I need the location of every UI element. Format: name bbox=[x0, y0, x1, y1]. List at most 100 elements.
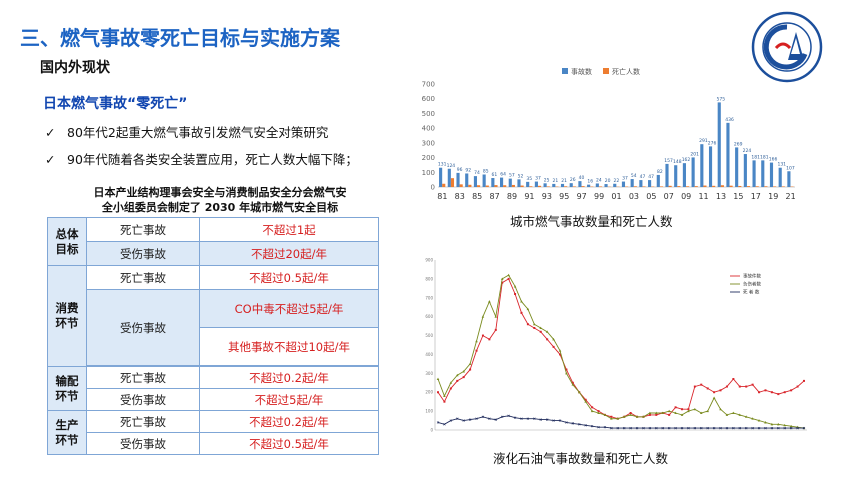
data-point bbox=[725, 385, 728, 388]
data-point bbox=[764, 389, 767, 392]
data-point bbox=[475, 349, 478, 352]
data-point bbox=[526, 417, 530, 420]
data-label: 57 bbox=[509, 173, 515, 179]
data-point bbox=[468, 418, 472, 421]
x-tick-label: 87 bbox=[490, 192, 500, 201]
data-label: 47 bbox=[640, 174, 646, 180]
data-point bbox=[546, 338, 549, 341]
data-point bbox=[770, 426, 774, 430]
data-point bbox=[533, 327, 536, 329]
bar-accidents bbox=[473, 176, 478, 187]
data-label: 166 bbox=[769, 157, 778, 163]
bar-deaths bbox=[529, 186, 533, 187]
x-tick-label: 11 bbox=[698, 192, 708, 201]
data-point bbox=[507, 414, 510, 418]
data-point bbox=[481, 334, 484, 337]
data-label: 64 bbox=[500, 172, 506, 178]
data-label: 22 bbox=[613, 178, 619, 184]
data-point bbox=[481, 315, 485, 318]
data-point bbox=[719, 389, 722, 392]
page-title: 三、燃气事故零死亡目标与实施方案 bbox=[20, 26, 340, 50]
data-point bbox=[744, 426, 748, 430]
y-tick-label: 800 bbox=[425, 276, 433, 281]
data-label: 21 bbox=[553, 178, 559, 184]
table-row: 其他事故不超过10起/年 bbox=[48, 327, 379, 366]
data-point bbox=[719, 426, 722, 430]
y-tick-label: 700 bbox=[422, 81, 435, 89]
bar-accidents bbox=[665, 163, 669, 187]
data-point bbox=[584, 398, 587, 401]
bar-deaths bbox=[746, 186, 751, 187]
bar-deaths bbox=[450, 178, 455, 187]
y-tick-label: 200 bbox=[422, 154, 435, 162]
data-point bbox=[526, 323, 529, 326]
data-point bbox=[777, 422, 780, 426]
bar-accidents bbox=[726, 122, 730, 187]
table-row: 受伤事故 不超过0.5起/年 bbox=[48, 432, 379, 455]
data-point bbox=[449, 419, 453, 422]
data-point bbox=[552, 337, 555, 341]
bar-deaths bbox=[685, 186, 690, 187]
x-tick-label: 05 bbox=[646, 192, 656, 201]
type-cell: 受伤事故 bbox=[86, 388, 200, 411]
limit-cell: 不超过20起/年 bbox=[199, 241, 379, 266]
chart-caption: 城市燃气事故数量和死亡人数 bbox=[510, 214, 673, 229]
data-point bbox=[462, 419, 465, 422]
bar-deaths bbox=[468, 184, 472, 187]
data-point bbox=[680, 426, 684, 430]
category-cell: 消费环节 bbox=[47, 265, 87, 367]
data-point bbox=[642, 415, 645, 418]
section-heading: 日本燃气事故“零死亡” bbox=[43, 96, 188, 112]
data-point bbox=[764, 426, 767, 430]
table-caption-line: 日本产业结构理事会安全与消费制品安全分会燃气安 bbox=[93, 186, 347, 199]
data-point bbox=[443, 400, 446, 403]
data-point bbox=[468, 362, 472, 365]
data-point bbox=[744, 415, 748, 418]
data-point bbox=[667, 426, 671, 430]
data-point bbox=[629, 413, 632, 416]
bar-deaths bbox=[572, 186, 576, 187]
data-point bbox=[732, 378, 735, 380]
bar-deaths bbox=[520, 185, 524, 187]
data-label: 61 bbox=[492, 172, 498, 178]
data-point bbox=[751, 426, 754, 430]
limit-cell: 不超过0.2起/年 bbox=[199, 410, 379, 433]
data-point bbox=[597, 411, 600, 414]
bar-deaths bbox=[537, 185, 542, 187]
series-line bbox=[437, 278, 805, 420]
bar-deaths bbox=[729, 185, 733, 187]
bar-deaths bbox=[703, 185, 707, 187]
data-label: 224 bbox=[743, 148, 752, 154]
x-tick-label: 17 bbox=[751, 192, 761, 201]
x-tick-label: 07 bbox=[664, 192, 674, 201]
data-point bbox=[539, 326, 543, 329]
data-point bbox=[456, 379, 459, 382]
checkmark-icon: ✓ bbox=[45, 152, 56, 167]
x-tick-label: 93 bbox=[542, 192, 552, 201]
data-point bbox=[648, 413, 651, 416]
data-point bbox=[533, 322, 536, 326]
bullet-item: ✓ 90年代随着各类安全装置应用，死亡人数大幅下降； bbox=[45, 149, 358, 168]
data-point bbox=[738, 385, 741, 388]
bullet-text: 80年代2起重大燃气事故引发燃气安全对策研究 bbox=[67, 125, 329, 140]
data-point bbox=[745, 385, 748, 388]
category-label: 生产环节 bbox=[55, 417, 79, 447]
data-point bbox=[565, 421, 568, 424]
bar-accidents bbox=[691, 157, 695, 187]
data-point bbox=[706, 409, 709, 413]
data-point bbox=[783, 391, 786, 394]
y-tick-label: 700 bbox=[425, 295, 433, 300]
data-point bbox=[520, 417, 523, 420]
bar-deaths bbox=[503, 185, 507, 187]
data-point bbox=[507, 273, 510, 277]
data-point bbox=[462, 376, 465, 379]
bar-accidents bbox=[656, 174, 660, 187]
data-point bbox=[610, 426, 613, 430]
data-label: 96 bbox=[457, 167, 463, 173]
y-tick-label: 0 bbox=[431, 184, 435, 192]
data-point bbox=[706, 387, 709, 390]
data-point bbox=[545, 330, 549, 333]
data-point bbox=[577, 390, 581, 394]
bar-accidents bbox=[682, 163, 686, 187]
bar-accidents bbox=[456, 172, 460, 187]
